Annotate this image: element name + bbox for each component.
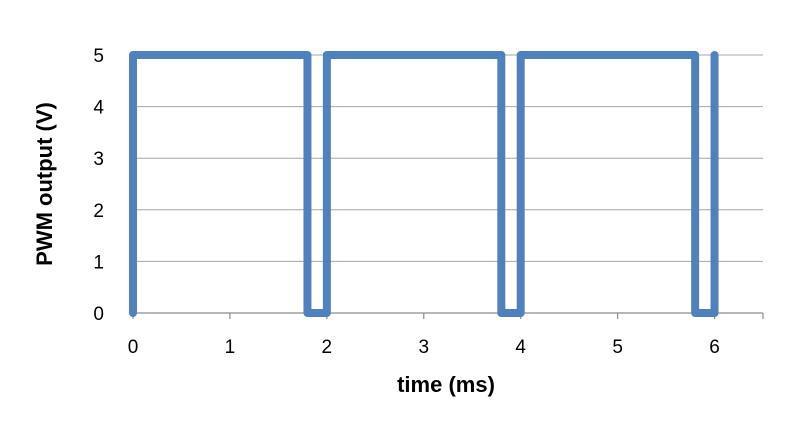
- x-tick-label-3: 3: [418, 337, 429, 358]
- y-tick-label-3: 3: [93, 149, 104, 170]
- x-tick-label-1: 1: [225, 337, 236, 358]
- series-line-0: [129, 51, 719, 317]
- gridlines: [133, 54, 763, 262]
- x-tick-label-6: 6: [709, 337, 720, 358]
- x-tick-label-5: 5: [612, 337, 623, 358]
- y-tick-label-2: 2: [93, 201, 104, 222]
- y-tick-label-5: 5: [93, 46, 104, 67]
- x-tick-label-4: 4: [515, 337, 526, 358]
- x-axis-title: time (ms): [397, 372, 495, 397]
- tick-labels: 0 1 2 3 4 5 0 1 2 3 4 5 6: [93, 46, 719, 358]
- axes: [132, 312, 764, 319]
- x-tick-label-0: 0: [128, 337, 139, 358]
- x-tick-label-2: 2: [322, 337, 333, 358]
- y-tick-label-0: 0: [93, 304, 104, 325]
- series-layer: [129, 51, 719, 317]
- y-axis-title: PWM output (V): [32, 102, 57, 266]
- y-tick-label-4: 4: [93, 98, 104, 119]
- y-tick-label-1: 1: [93, 252, 104, 273]
